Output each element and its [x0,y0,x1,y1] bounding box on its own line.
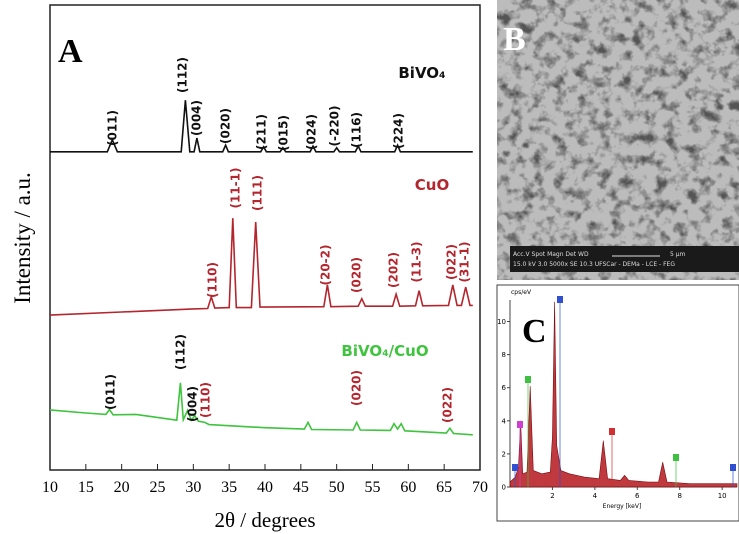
xrd-line [49,382,473,436]
peak-label: (112) [176,57,190,93]
x-tick-label: 30 [185,479,201,496]
x-tick-label: 10 [42,479,58,496]
x-tick-label: 50 [329,479,345,496]
peak-label: (-220) [328,106,342,147]
y-tick-label: 0 [502,484,506,492]
xrd-line [49,218,473,316]
x-tick-label: 70 [472,479,488,496]
peak-label: (020) [350,257,364,293]
peak-label: (110) [199,382,213,418]
x-tick-label: 60 [400,479,416,496]
x-axis-label: 2θ / degrees [214,508,315,532]
y-tick-label: 6 [502,384,507,392]
element-marker [512,464,518,471]
peak-label: (020) [350,370,364,406]
x-tick-label: 2 [550,492,554,500]
sem-texture [497,0,739,280]
sem-scale: 5 μm [670,251,686,258]
series-label: BiVO₄ [398,64,445,82]
peak-label: (211) [255,114,269,150]
x-tick-label: 20 [114,479,130,496]
x-tick-label: 25 [150,479,166,496]
peak-label: (011) [106,110,120,146]
peak-label: (004) [190,100,204,136]
sem-info: 15.0 kV 3.0 5000x SE 10.3 UFSCar - DEMa … [513,261,675,268]
x-tick-label: 6 [635,492,640,500]
y-tick-label: 8 [502,351,506,359]
peak-label: (015) [277,115,291,151]
peak-label: (020) [219,108,233,144]
sem-info: Acc.V Spot Magn Det WD [513,251,589,258]
eds-area [509,301,738,488]
element-marker [517,421,523,428]
sem-info-bar [510,246,739,272]
element-marker [557,296,563,303]
y-tick-label: 10 [497,318,506,326]
peak-label: (110) [206,262,220,298]
panel-label: C [522,313,547,350]
peak-label: (004) [186,386,200,422]
x-tick-label: 65 [436,479,452,496]
xrd-line [50,100,473,153]
peak-label: (31-1) [458,242,472,283]
x-tick-label: 35 [221,479,237,496]
peak-label: (011) [104,374,118,410]
peak-label: (202) [387,252,401,288]
x-tick-label: 45 [293,479,309,496]
series-label: BiVO₄/CuO [341,342,428,360]
y-tick-label: 2 [502,450,506,458]
x-tick-label: 40 [257,479,273,496]
element-marker [730,464,736,471]
x-tick-label: 15 [78,479,94,496]
panel-label: A [58,33,83,70]
x-tick-label: 10 [718,492,727,500]
peak-label: (112) [174,334,188,370]
peak-label: (024) [305,114,319,150]
y-axis-label: cps/eV [511,289,532,296]
x-tick-label: 4 [593,492,598,500]
peak-label: (116) [350,112,364,148]
peak-label: (11-1) [229,168,243,209]
y-axis-label: Intensity / a.u. [10,172,35,304]
element-marker [525,376,531,383]
peak-label: (224) [392,113,406,149]
x-tick-label: 8 [677,492,681,500]
peak-label: (022) [445,244,459,280]
peak-label: (20-2) [319,245,333,286]
series-label: CuO [415,176,449,194]
y-tick-label: 4 [502,417,507,425]
peak-label: (022) [441,387,455,423]
panel-label: B [503,21,526,58]
x-axis-label: Energy [keV] [603,503,642,510]
peak-label: (111) [251,175,265,211]
peak-label: (11-3) [410,242,424,283]
element-marker [673,454,679,461]
x-tick-label: 55 [365,479,381,496]
element-marker [609,428,615,435]
